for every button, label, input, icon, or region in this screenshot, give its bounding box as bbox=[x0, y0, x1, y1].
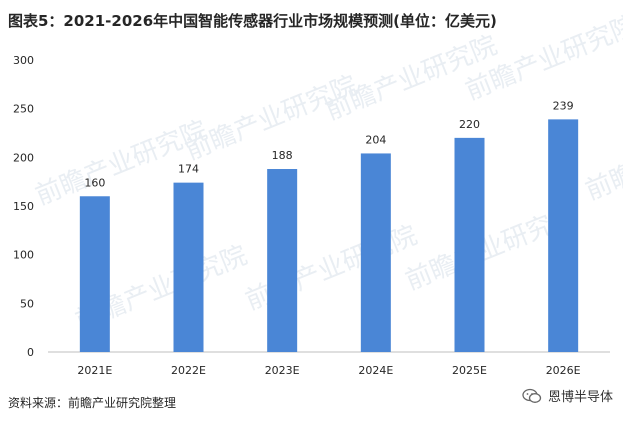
x-tick-label: 2021E bbox=[77, 364, 112, 377]
y-tick-label: 150 bbox=[13, 200, 34, 213]
data-label: 204 bbox=[365, 133, 386, 146]
x-tick-label: 2026E bbox=[546, 364, 581, 377]
data-label: 160 bbox=[84, 176, 105, 189]
y-tick-label: 200 bbox=[13, 151, 34, 164]
x-tick-label: 2023E bbox=[265, 364, 300, 377]
bar-2025E bbox=[454, 137, 485, 352]
y-tick-label: 300 bbox=[13, 54, 34, 67]
source-note: 资料来源：前瞻产业研究院整理 bbox=[8, 396, 177, 410]
data-label: 188 bbox=[272, 149, 293, 162]
x-tick-label: 2024E bbox=[358, 364, 393, 377]
y-tick-label: 0 bbox=[27, 346, 34, 359]
wechat-icon bbox=[522, 388, 542, 404]
bar-2024E bbox=[360, 153, 391, 352]
data-label: 239 bbox=[553, 99, 574, 112]
bar-2021E bbox=[79, 196, 110, 352]
data-label: 220 bbox=[459, 118, 480, 131]
y-tick-label: 100 bbox=[13, 249, 34, 262]
watermark-layer: 前瞻产业研究院前瞻产业研究院前瞻产业研究院前瞻产业研究院前瞻产业研究院前瞻产业研… bbox=[31, 10, 623, 336]
bar-2023E bbox=[267, 169, 298, 352]
y-tick-label: 50 bbox=[20, 297, 34, 310]
watermark-text: 前瞻产业研究院 bbox=[581, 110, 623, 206]
y-tick-label: 250 bbox=[13, 103, 34, 116]
chart-axes: 0 50 100 150 200 250 300 bbox=[13, 54, 610, 359]
bar-2026E bbox=[548, 119, 579, 352]
chart-title: 图表5：2021-2026年中国智能传感器行业市场规模预测(单位：亿美元) bbox=[8, 12, 497, 30]
chart-bars bbox=[79, 119, 579, 352]
bar-2022E bbox=[173, 182, 204, 352]
data-label: 174 bbox=[178, 163, 199, 176]
brand-name: 恩博半导体 bbox=[547, 390, 613, 405]
chart-labels: 160 2021E 174 2022E 188 2023E 204 2024E 220 2025E… bbox=[77, 99, 580, 377]
x-tick-label: 2022E bbox=[171, 364, 206, 377]
x-tick-label: 2025E bbox=[452, 364, 487, 377]
brand-badge: 恩博半导体 bbox=[522, 386, 613, 405]
